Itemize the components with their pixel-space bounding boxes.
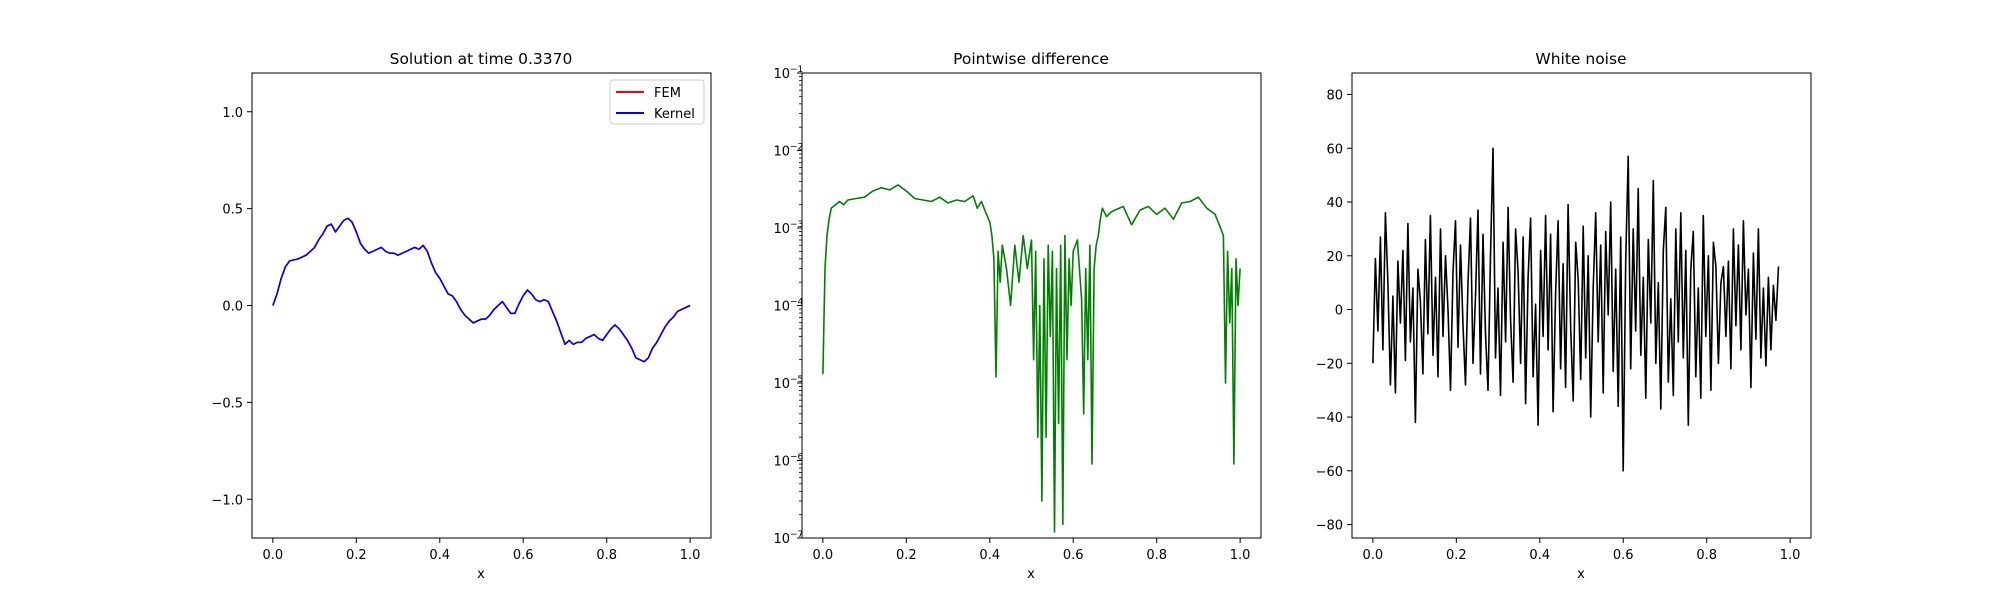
x-tick-label: 0.6 (1063, 548, 1084, 563)
y-tick-label: 0.0 (222, 300, 243, 315)
x-tick-label: 0.0 (1363, 548, 1384, 563)
x-tick-label: 0.6 (1613, 548, 1634, 563)
y-tick-label: 10 (773, 377, 790, 392)
x-axis-label-solution: x (477, 567, 485, 582)
y-tick-label: 10 (773, 222, 790, 237)
x-tick-label: 0.0 (813, 548, 834, 563)
y-tick-exponent: −7 (790, 530, 803, 540)
x-tick-label: 0.8 (1146, 548, 1167, 563)
x-tick-label: 1.0 (1230, 548, 1251, 563)
axes-frame-difference (802, 73, 1261, 538)
panel-difference: Pointwise difference x 0.0 0.2 0.4 0.6 0.8 1.… (773, 50, 1261, 582)
x-tick-label: 0.4 (429, 548, 450, 563)
series-line-kernel (273, 218, 690, 361)
x-tick-label: 0.8 (596, 548, 617, 563)
x-axis-label-noise: x (1577, 567, 1585, 582)
x-tick-label: 1.0 (680, 548, 701, 563)
legend-label-fem: FEM (654, 86, 681, 101)
y-tick-exponent: −3 (790, 220, 803, 230)
y-tick-label: 60 (1326, 142, 1343, 157)
panel-title-noise: White noise (1535, 50, 1626, 68)
y-tick-exponent: −1 (790, 65, 803, 75)
y-tick-label: 10 (773, 145, 790, 160)
legend-label-kernel: Kernel (654, 107, 695, 122)
y-tick-label: 10 (773, 455, 790, 470)
panel-solution: Solution at time 0.3370 x 0.0 0.2 0.4 0.6 0.… (211, 50, 711, 582)
plot-area-noise (1352, 73, 1811, 538)
x-tick-label: 1.0 (1780, 548, 1801, 563)
x-tick-label: 0.0 (263, 548, 284, 563)
y-tick-label: 10 (773, 300, 790, 315)
panel-title-difference: Pointwise difference (953, 50, 1109, 68)
y-tick-exponent: −5 (790, 375, 803, 385)
plot-area-solution (252, 73, 711, 538)
axes-frame-solution (252, 73, 711, 538)
y-tick-label: −1.0 (211, 493, 243, 508)
x-tick-label: 0.4 (979, 548, 1000, 563)
y-tick-label: 10 (773, 67, 790, 82)
x-tick-label: 0.2 (896, 548, 917, 563)
legend-solution: FEM Kernel (610, 80, 704, 124)
axes-solution: 0.0 0.2 0.4 0.6 0.8 1.0 −1.0 −0.5 0.0 0.5 1.0 (211, 106, 700, 563)
y-tick-label: −0.5 (211, 396, 243, 411)
y-tick-label: −20 (1316, 357, 1343, 372)
axes-difference: 0.0 0.2 0.4 0.6 0.8 1.010−710−610−510−410−310… (773, 65, 1250, 563)
panel-noise: White noise x 0.0 0.2 0.4 0.6 0.8 1.0 −80 −60 −4… (1316, 50, 1811, 582)
x-tick-label: 0.6 (513, 548, 534, 563)
y-tick-label: −60 (1316, 465, 1343, 480)
x-tick-label: 0.2 (1446, 548, 1467, 563)
x-tick-label: 0.2 (346, 548, 367, 563)
y-tick-label: 0 (1335, 304, 1343, 319)
x-tick-label: 0.8 (1696, 548, 1717, 563)
y-tick-label: 10 (773, 532, 790, 547)
x-tick-label: 0.4 (1529, 548, 1550, 563)
y-tick-label: 40 (1326, 196, 1343, 211)
y-tick-exponent: −2 (790, 143, 803, 153)
y-tick-label: 20 (1326, 250, 1343, 265)
y-tick-label: 0.5 (222, 203, 243, 218)
series-line-difference (823, 185, 1240, 532)
series-line-noise (1373, 148, 1779, 471)
panel-title-solution: Solution at time 0.3370 (390, 50, 573, 68)
plot-area-difference (802, 73, 1261, 538)
x-axis-label-difference: x (1027, 567, 1035, 582)
y-tick-label: −40 (1316, 411, 1343, 426)
y-tick-label: −80 (1316, 519, 1343, 534)
y-tick-label: 1.0 (222, 106, 243, 121)
y-tick-label: 80 (1326, 89, 1343, 104)
